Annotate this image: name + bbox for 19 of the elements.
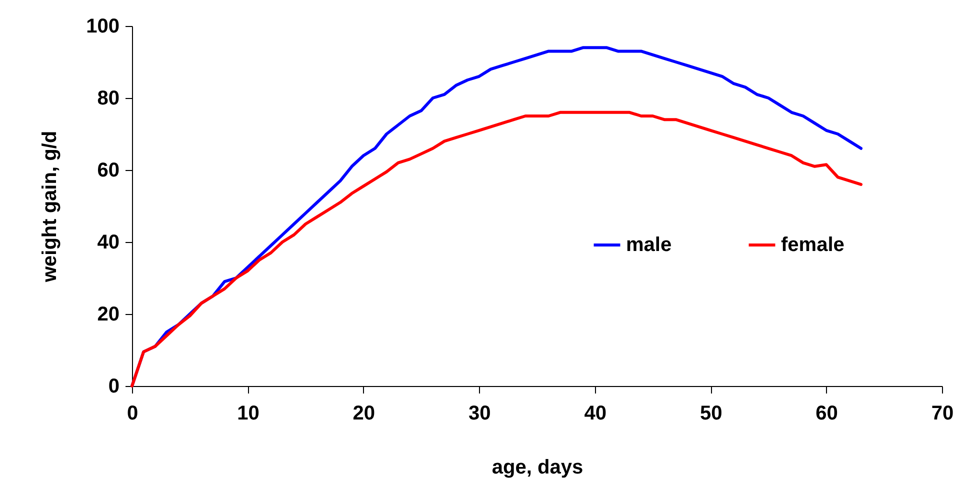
y-tick-label: 20 <box>97 304 120 326</box>
x-tick-label: 0 <box>126 402 138 424</box>
x-tick-label: 10 <box>237 402 260 424</box>
legend-label: female <box>781 234 844 256</box>
x-tick-label: 50 <box>700 402 722 424</box>
x-tick-label: 60 <box>816 402 838 424</box>
y-tick-label: 80 <box>97 88 120 110</box>
y-tick-label: 0 <box>108 376 120 398</box>
y-tick-label: 100 <box>86 16 120 38</box>
x-tick-label: 40 <box>584 402 606 424</box>
line-series <box>130 110 862 388</box>
x-tick-label: 30 <box>468 402 491 424</box>
x-axis-title: age, days <box>492 456 584 478</box>
y-tick-label: 60 <box>97 160 120 182</box>
y-tick-label: 40 <box>97 232 120 254</box>
legend-label: male <box>626 234 672 256</box>
x-tick-label: 70 <box>931 402 954 424</box>
y-axis-title: weight gain, g/d <box>39 130 62 284</box>
x-tick-label: 20 <box>352 402 376 424</box>
